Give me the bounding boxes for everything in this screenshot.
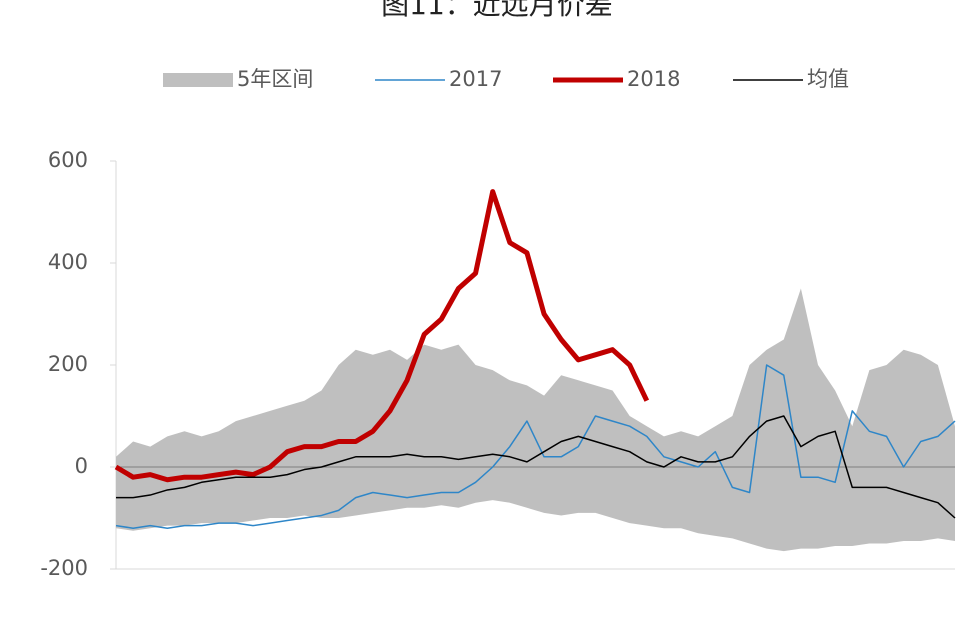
legend-swatch <box>163 73 233 87</box>
legend-label: 2018 <box>627 67 680 91</box>
y-tick-label: 0 <box>75 454 88 478</box>
y-tick-label: 600 <box>48 148 88 172</box>
y-tick-label: -200 <box>40 556 88 580</box>
y-tick-label: 200 <box>48 352 88 376</box>
series-line <box>114 189 650 483</box>
chart-title: 图11：近远月价差 <box>381 0 613 21</box>
y-tick-label: 400 <box>48 250 88 274</box>
legend-label: 5年区间 <box>237 67 313 91</box>
series-line <box>116 415 956 519</box>
legend-label: 2017 <box>449 67 502 91</box>
series-line <box>115 364 956 529</box>
range-band <box>116 288 955 552</box>
legend-label: 均值 <box>807 67 849 91</box>
